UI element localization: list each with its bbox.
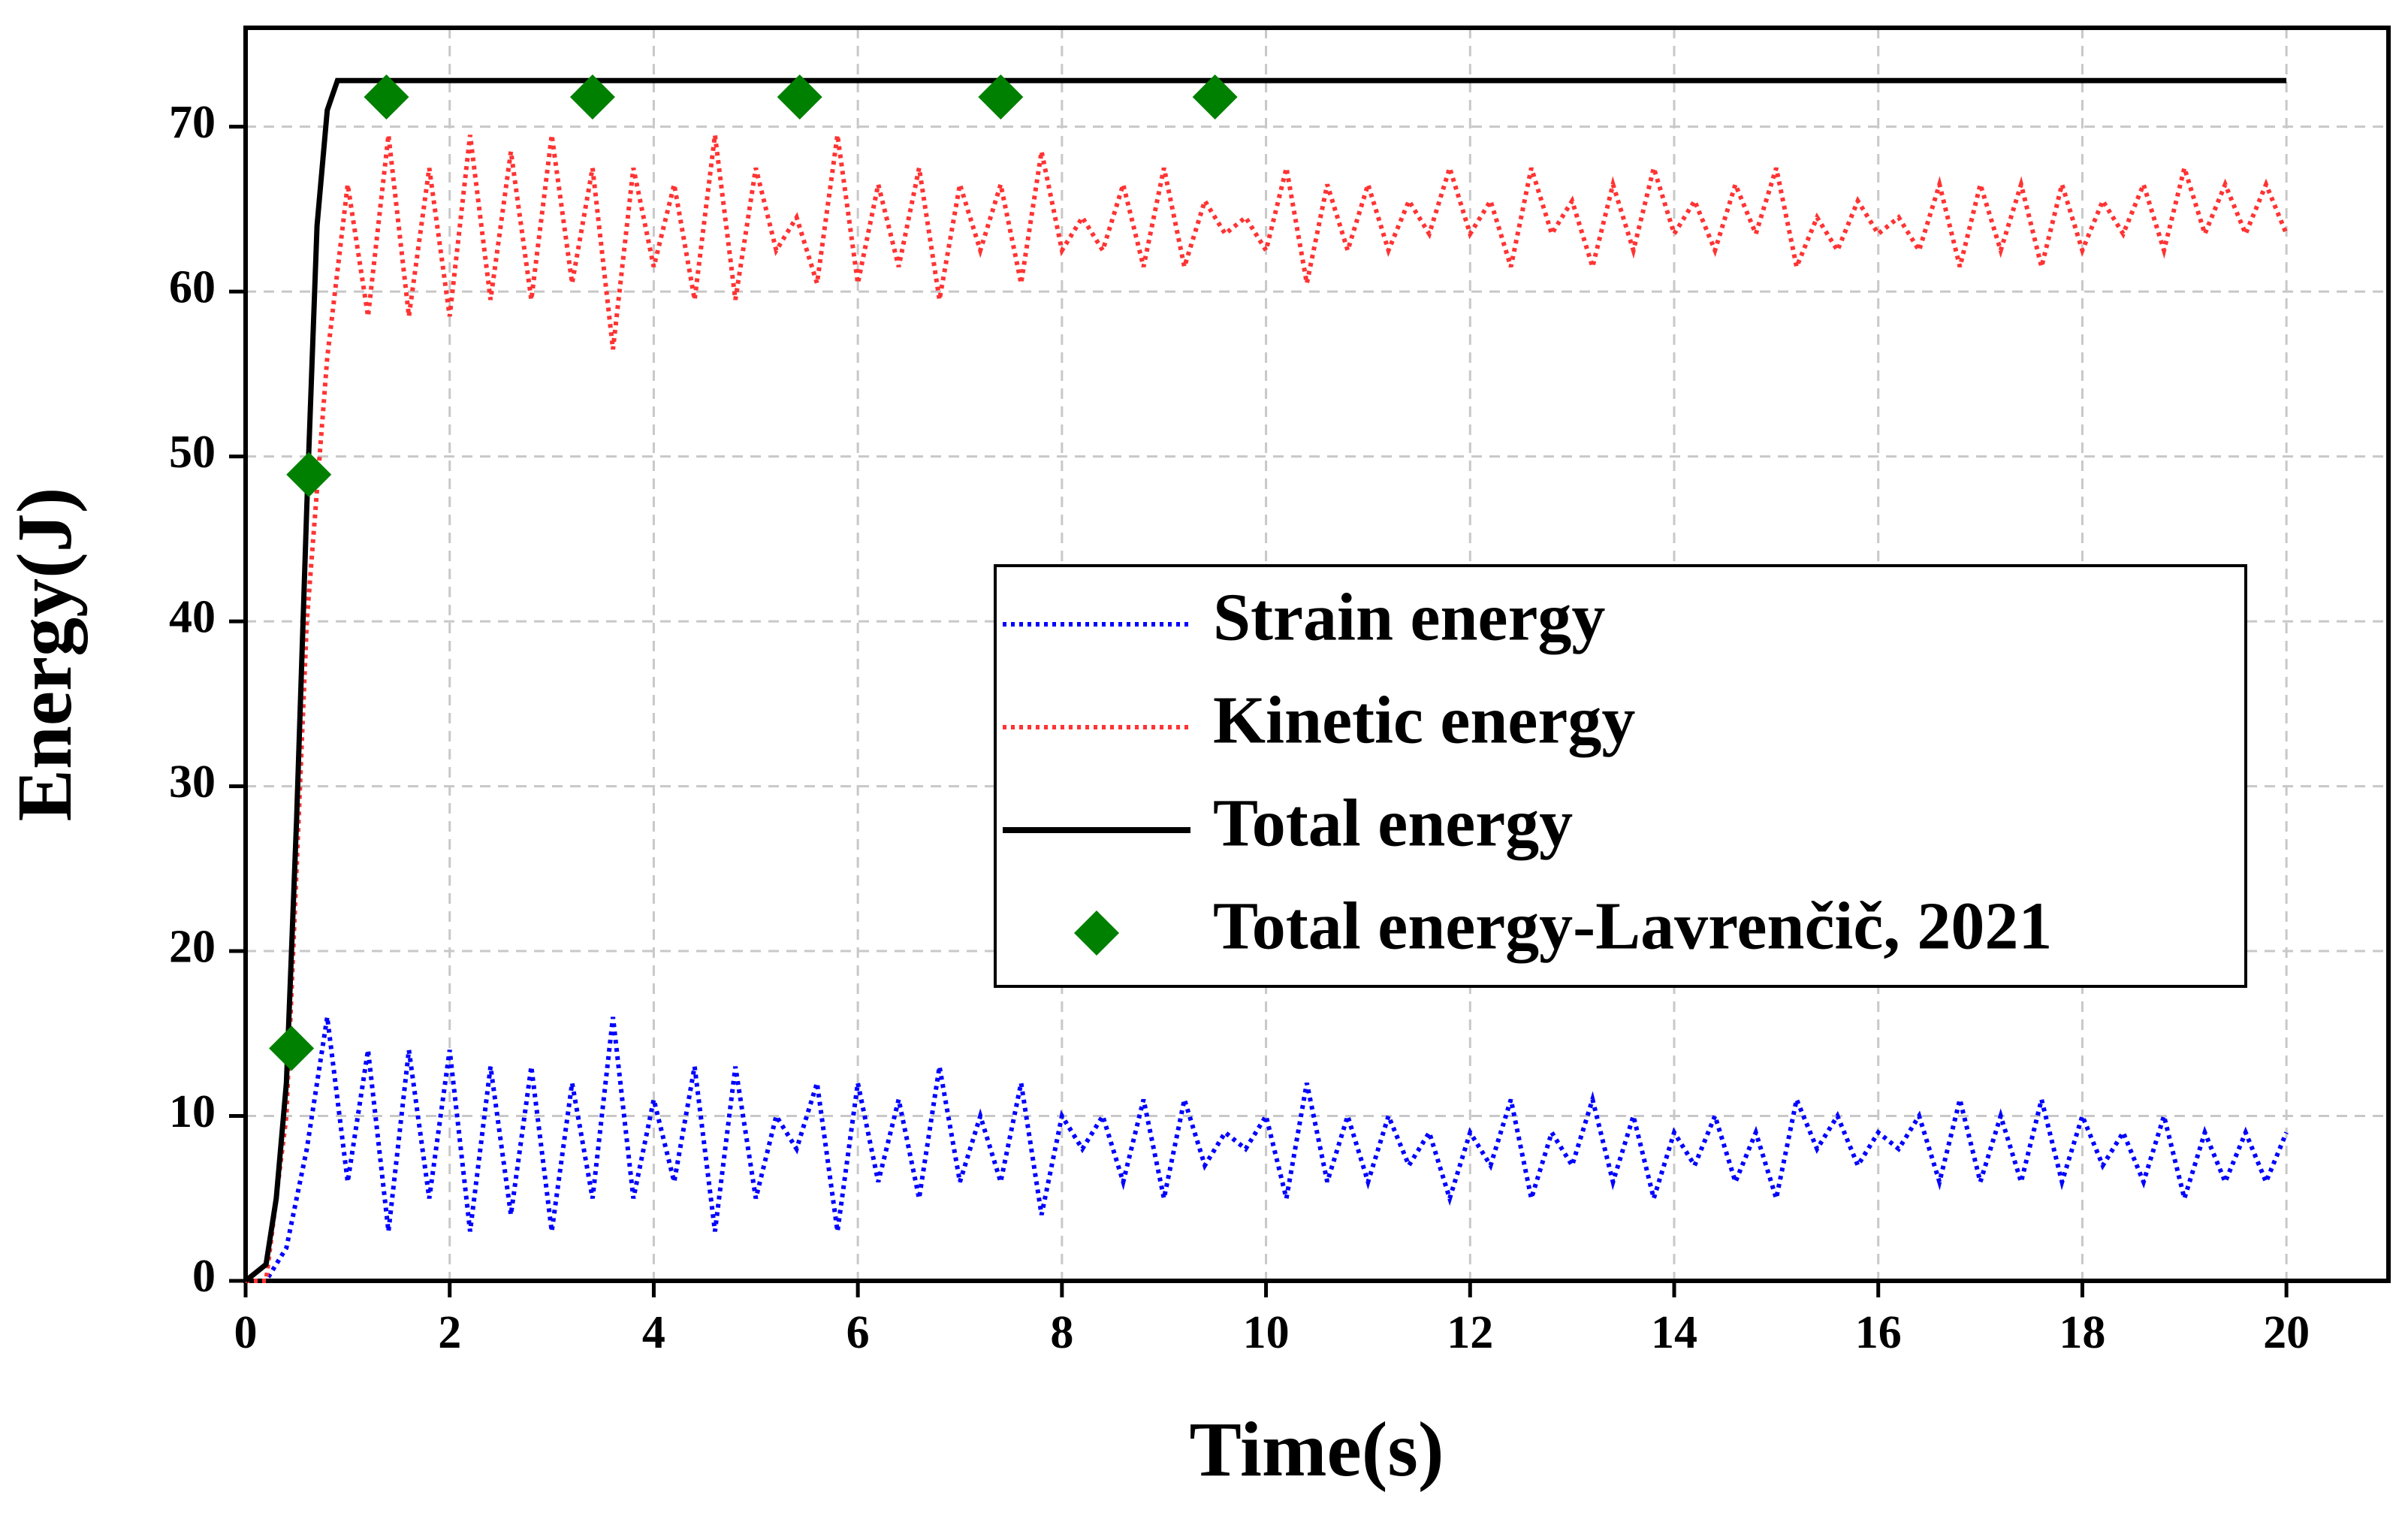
y-tick-label: 60 <box>169 261 216 313</box>
y-tick-label: 0 <box>192 1251 216 1302</box>
x-tick-label: 16 <box>1855 1307 1902 1358</box>
y-tick-label: 40 <box>169 591 216 642</box>
data-point <box>286 451 332 497</box>
legend-label: Strain energy <box>1213 581 1605 655</box>
series-line <box>246 1016 2289 1283</box>
x-tick-label: 18 <box>2059 1307 2105 1358</box>
x-tick-label: 8 <box>1050 1307 1073 1358</box>
y-tick-label: 70 <box>169 97 216 148</box>
legend-label: Kinetic energy <box>1213 684 1635 758</box>
x-tick-label: 6 <box>846 1307 870 1358</box>
y-tick-label: 30 <box>169 756 216 808</box>
plot-frame <box>243 26 2391 1283</box>
legend-label: Total energy <box>1213 787 1573 861</box>
x-axis-title: Time(s) <box>1190 1406 1444 1493</box>
y-tick-label: 50 <box>169 427 216 478</box>
x-tick-label: 10 <box>1243 1307 1290 1358</box>
data-point <box>569 74 615 120</box>
x-tick-label: 14 <box>1651 1307 1697 1358</box>
series-line <box>243 77 2287 1283</box>
data-point <box>269 1025 315 1071</box>
legend-label: Total energy-Lavrenčič, 2021 <box>1213 889 2052 964</box>
data-point <box>978 74 1024 120</box>
data-point <box>1192 74 1238 120</box>
data-point <box>777 74 822 120</box>
x-tick-label: 4 <box>642 1307 665 1358</box>
y-tick-label: 10 <box>169 1086 216 1137</box>
legend-box <box>994 564 2247 988</box>
x-tick-label: 0 <box>234 1307 258 1358</box>
y-tick-label: 20 <box>169 921 216 972</box>
x-tick-label: 2 <box>438 1307 461 1358</box>
x-tick-label: 20 <box>2263 1307 2310 1358</box>
series-line <box>246 134 2289 1283</box>
data-point <box>364 74 409 120</box>
y-axis-title: Energy(J) <box>2 488 88 822</box>
legend-marker <box>1074 910 1119 956</box>
x-tick-label: 12 <box>1447 1307 1493 1358</box>
